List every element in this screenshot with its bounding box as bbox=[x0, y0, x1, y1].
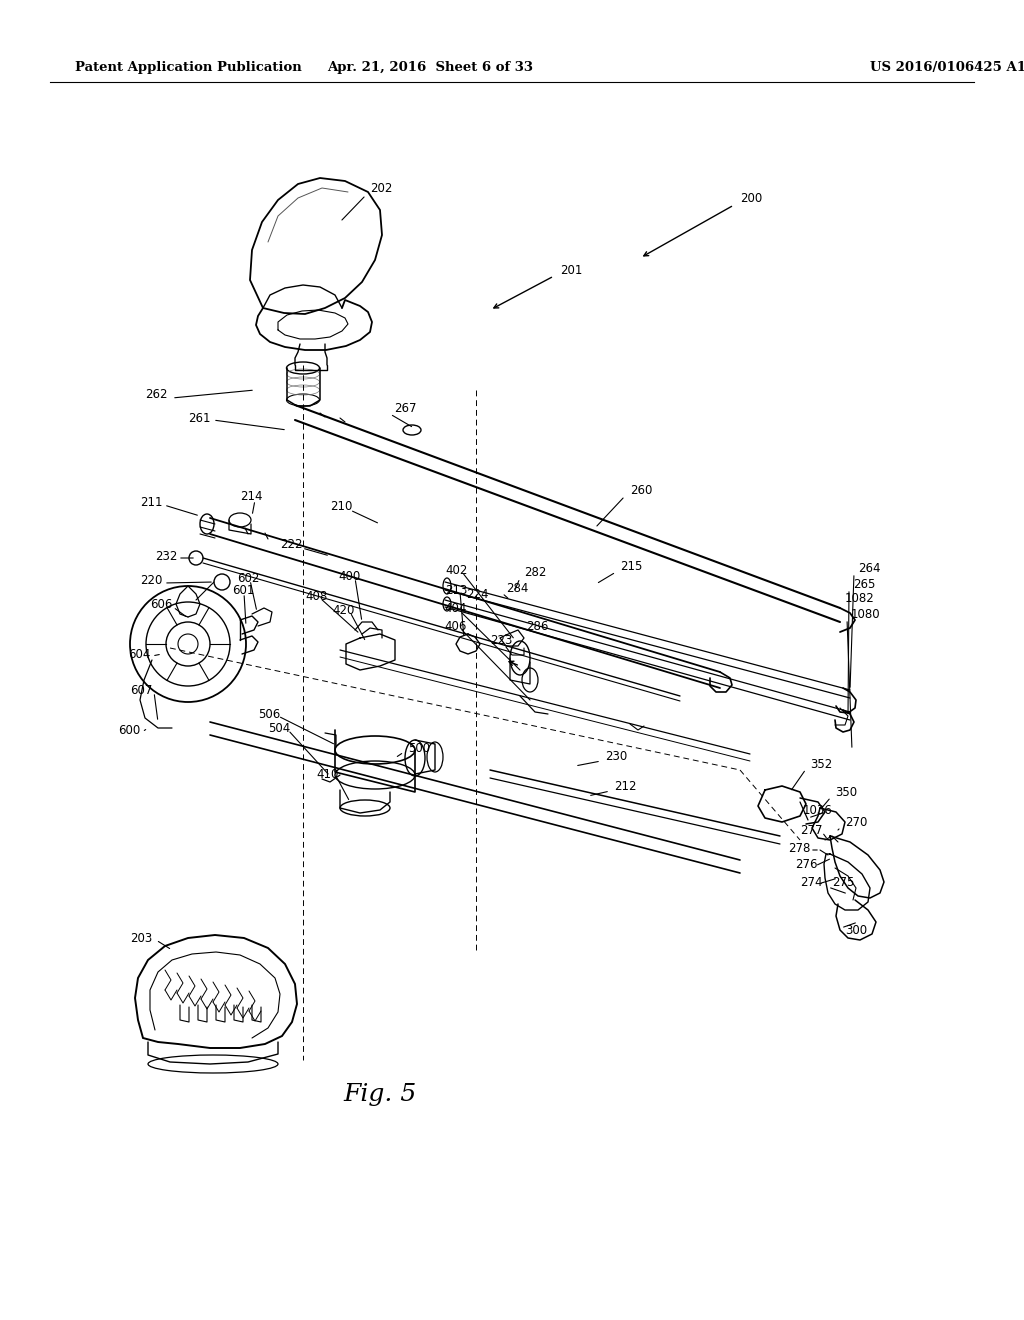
Text: 282: 282 bbox=[524, 566, 547, 579]
Text: 410: 410 bbox=[316, 767, 338, 780]
Text: 286: 286 bbox=[526, 619, 549, 632]
Text: 504: 504 bbox=[268, 722, 290, 734]
Text: 201: 201 bbox=[560, 264, 583, 276]
Text: 220: 220 bbox=[140, 573, 163, 586]
Text: 350: 350 bbox=[835, 785, 857, 799]
Text: 267: 267 bbox=[394, 401, 417, 414]
Text: 274: 274 bbox=[800, 875, 822, 888]
Text: 224: 224 bbox=[466, 589, 488, 602]
Text: 232: 232 bbox=[155, 550, 177, 564]
Text: 1036: 1036 bbox=[803, 804, 833, 817]
Text: 230: 230 bbox=[605, 750, 628, 763]
Text: 600: 600 bbox=[118, 723, 140, 737]
Text: 203: 203 bbox=[130, 932, 153, 945]
Text: 222: 222 bbox=[280, 539, 302, 552]
Text: 260: 260 bbox=[630, 483, 652, 496]
Text: 601: 601 bbox=[232, 583, 254, 597]
Text: 300: 300 bbox=[845, 924, 867, 936]
Text: 607: 607 bbox=[130, 684, 153, 697]
Text: Apr. 21, 2016  Sheet 6 of 33: Apr. 21, 2016 Sheet 6 of 33 bbox=[327, 62, 534, 74]
Text: 265: 265 bbox=[853, 578, 876, 590]
Text: 223: 223 bbox=[490, 634, 512, 647]
Text: 214: 214 bbox=[240, 491, 262, 503]
Text: 211: 211 bbox=[140, 495, 163, 508]
Text: 261: 261 bbox=[188, 412, 211, 425]
Text: 404: 404 bbox=[444, 602, 466, 615]
Text: 202: 202 bbox=[370, 181, 392, 194]
Text: 1082: 1082 bbox=[845, 591, 874, 605]
Text: 212: 212 bbox=[614, 780, 637, 792]
Text: US 2016/0106425 A1: US 2016/0106425 A1 bbox=[870, 62, 1024, 74]
Text: 213: 213 bbox=[445, 583, 467, 597]
Text: 408: 408 bbox=[305, 590, 328, 602]
Text: 1080: 1080 bbox=[851, 607, 881, 620]
Text: 420: 420 bbox=[332, 603, 354, 616]
Text: 210: 210 bbox=[330, 500, 352, 513]
Text: 284: 284 bbox=[506, 582, 528, 594]
Text: 200: 200 bbox=[740, 191, 762, 205]
Text: 262: 262 bbox=[145, 388, 168, 401]
Text: 606: 606 bbox=[150, 598, 172, 610]
Text: 264: 264 bbox=[858, 561, 881, 574]
Text: Fig. 5: Fig. 5 bbox=[343, 1084, 417, 1106]
Text: 276: 276 bbox=[795, 858, 817, 870]
Text: 506: 506 bbox=[258, 708, 281, 721]
Text: 215: 215 bbox=[620, 561, 642, 573]
Text: 500: 500 bbox=[408, 742, 430, 755]
Text: 604: 604 bbox=[128, 648, 151, 660]
Text: 400: 400 bbox=[338, 569, 360, 582]
Text: 352: 352 bbox=[810, 758, 833, 771]
Text: 402: 402 bbox=[445, 564, 467, 577]
Text: Patent Application Publication: Patent Application Publication bbox=[75, 62, 302, 74]
Text: 278: 278 bbox=[788, 842, 810, 854]
Text: 602: 602 bbox=[237, 572, 259, 585]
Text: 277: 277 bbox=[800, 824, 822, 837]
Text: 406: 406 bbox=[444, 619, 466, 632]
Text: 270: 270 bbox=[845, 816, 867, 829]
Text: 275: 275 bbox=[831, 875, 854, 888]
